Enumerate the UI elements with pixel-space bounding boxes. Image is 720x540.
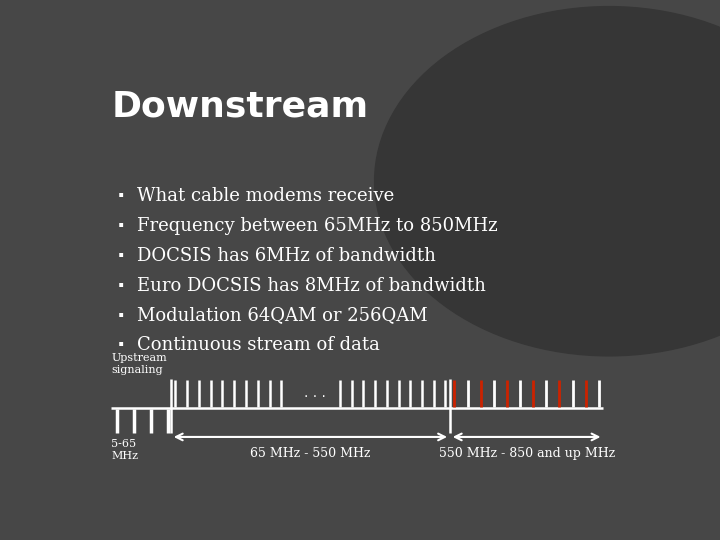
Circle shape — [374, 6, 720, 356]
Text: 5-65
MHz: 5-65 MHz — [111, 439, 138, 461]
Text: 65 MHz - 550 MHz: 65 MHz - 550 MHz — [250, 447, 371, 460]
Text: Continuous stream of data: Continuous stream of data — [138, 336, 380, 354]
Text: What cable modems receive: What cable modems receive — [138, 187, 395, 205]
Text: ·: · — [117, 215, 125, 236]
Text: ·: · — [117, 186, 125, 206]
Text: Downstream: Downstream — [111, 90, 369, 124]
Text: Upstream
signaling: Upstream signaling — [111, 353, 167, 375]
Text: ·: · — [117, 246, 125, 266]
Text: 550 MHz - 850 and up MHz: 550 MHz - 850 and up MHz — [438, 447, 615, 460]
Text: ·: · — [117, 335, 125, 355]
Text: Euro DOCSIS has 8MHz of bandwidth: Euro DOCSIS has 8MHz of bandwidth — [138, 276, 486, 295]
Text: DOCSIS has 6MHz of bandwidth: DOCSIS has 6MHz of bandwidth — [138, 247, 436, 265]
Text: . . .: . . . — [304, 386, 325, 400]
Text: Modulation 64QAM or 256QAM: Modulation 64QAM or 256QAM — [138, 307, 428, 325]
Text: Frequency between 65MHz to 850MHz: Frequency between 65MHz to 850MHz — [138, 217, 498, 235]
Text: ·: · — [117, 306, 125, 326]
Text: ·: · — [117, 275, 125, 295]
